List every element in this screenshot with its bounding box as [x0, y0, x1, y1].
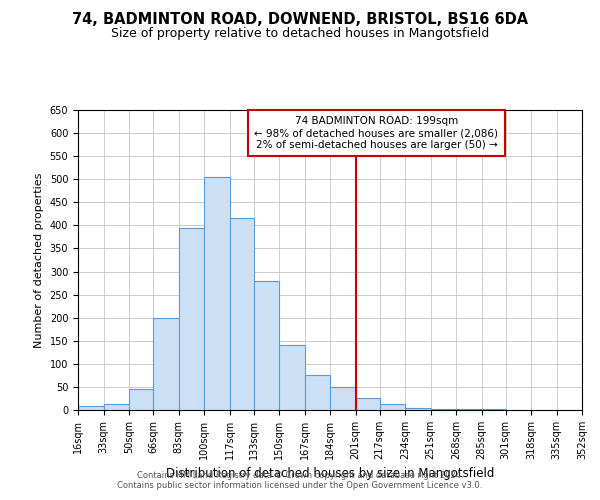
Bar: [254, 281, 279, 410]
Y-axis label: Number of detached properties: Number of detached properties: [34, 172, 44, 348]
Text: 74 BADMINTON ROAD: 199sqm
← 98% of detached houses are smaller (2,086)
2% of sem: 74 BADMINTON ROAD: 199sqm ← 98% of detac…: [254, 116, 499, 150]
X-axis label: Distribution of detached houses by size in Mangotsfield: Distribution of detached houses by size …: [166, 468, 494, 480]
Bar: [153, 318, 179, 410]
Bar: [380, 404, 405, 410]
Bar: [78, 406, 104, 410]
Bar: [129, 389, 153, 410]
Bar: [456, 409, 482, 410]
Bar: [330, 387, 355, 410]
Bar: [482, 409, 505, 410]
Bar: [305, 376, 330, 410]
Text: 74, BADMINTON ROAD, DOWNEND, BRISTOL, BS16 6DA: 74, BADMINTON ROAD, DOWNEND, BRISTOL, BS…: [72, 12, 528, 28]
Text: Size of property relative to detached houses in Mangotsfield: Size of property relative to detached ho…: [111, 28, 489, 40]
Text: Contains HM Land Registry data © Crown copyright and database right 2024.
Contai: Contains HM Land Registry data © Crown c…: [118, 470, 482, 490]
Bar: [405, 408, 431, 410]
Bar: [104, 404, 129, 410]
Bar: [279, 346, 305, 410]
Bar: [204, 177, 229, 410]
Bar: [179, 228, 204, 410]
Bar: [355, 398, 380, 410]
Bar: [431, 408, 456, 410]
Bar: [229, 218, 254, 410]
